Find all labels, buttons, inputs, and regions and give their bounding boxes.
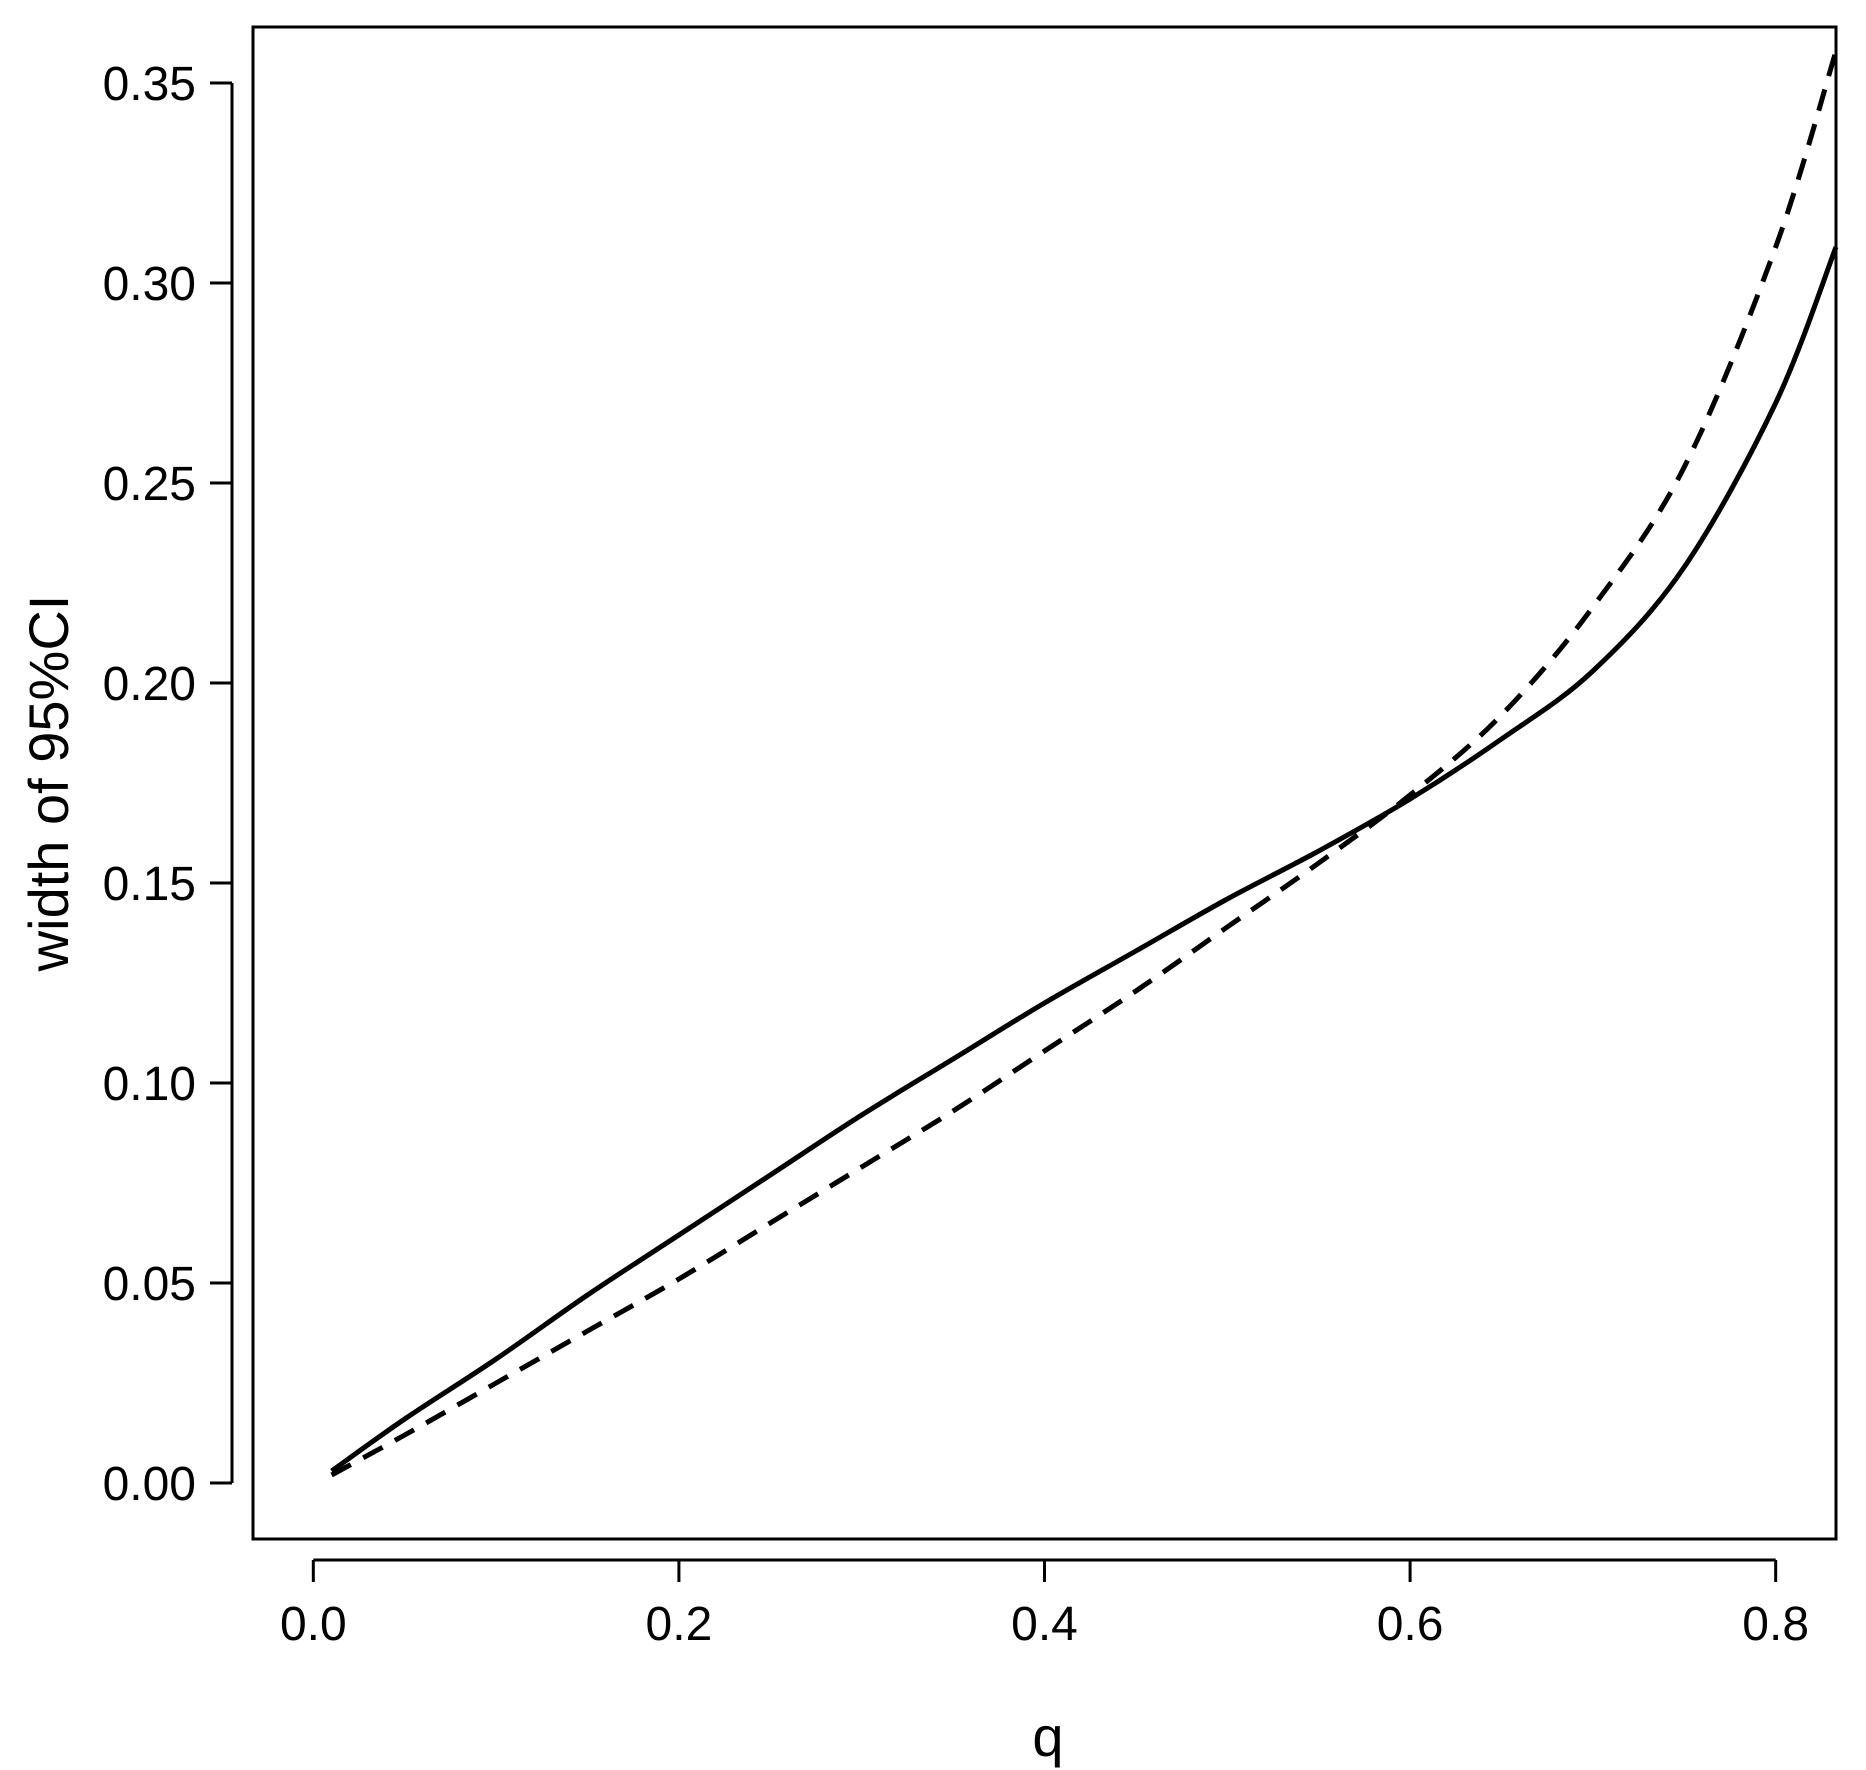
x-tick-label: 0.8 bbox=[1742, 1598, 1809, 1651]
y-tick-label: 0.15 bbox=[103, 858, 196, 911]
x-tick-label: 0.4 bbox=[1011, 1598, 1078, 1651]
y-tick-label: 0.35 bbox=[103, 58, 196, 111]
x-tick-label: 0.6 bbox=[1377, 1598, 1444, 1651]
series-line-dashed bbox=[330, 50, 1839, 1478]
x-tick-label: 0.2 bbox=[646, 1598, 713, 1651]
series-line-solid bbox=[330, 246, 1839, 1474]
y-tick-label: 0.05 bbox=[103, 1258, 196, 1311]
x-tick-label: 0.0 bbox=[280, 1598, 347, 1651]
y-tick-label: 0.30 bbox=[103, 258, 196, 311]
y-tick-label: 0.10 bbox=[103, 1058, 196, 1111]
y-axis-title: width of 95%CI bbox=[17, 595, 80, 973]
y-tick-label: 0.20 bbox=[103, 658, 196, 711]
series-layer bbox=[330, 50, 1839, 1478]
y-tick-label: 0.25 bbox=[103, 458, 196, 511]
y-tick-label: 0.00 bbox=[103, 1458, 196, 1511]
y-axis: 0.00 0.05 0.10 0.15 0.20 0.25 0.30 0.35 bbox=[103, 58, 234, 1511]
plot-frame bbox=[251, 25, 1838, 1541]
x-axis: 0.0 0.2 0.4 0.6 0.8 bbox=[280, 1558, 1809, 1651]
x-axis-title: q bbox=[1032, 1705, 1063, 1768]
